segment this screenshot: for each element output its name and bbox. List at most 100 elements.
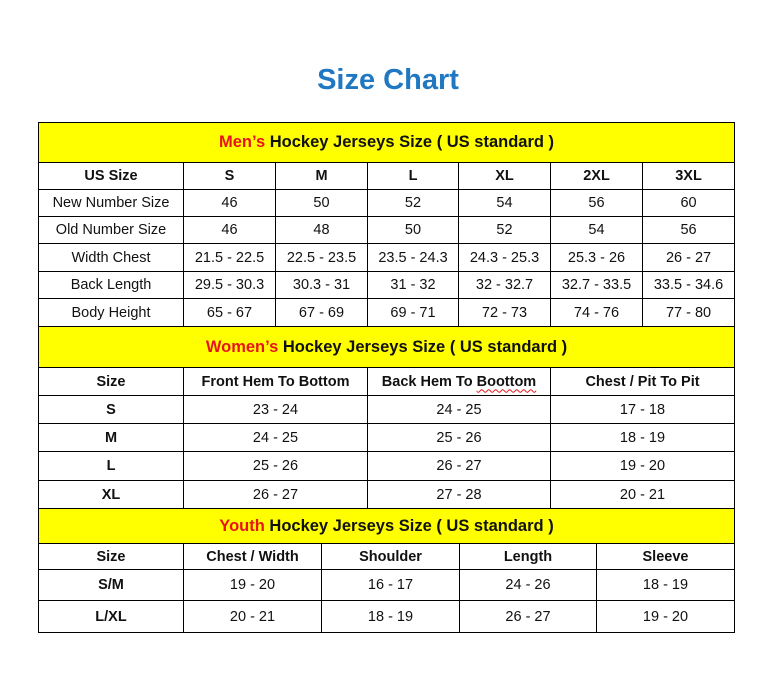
column-header: S xyxy=(183,162,276,190)
row-label: Body Height xyxy=(38,298,184,327)
banner-highlight: Youth xyxy=(219,516,265,535)
column-header: 3XL xyxy=(641,162,736,190)
table-cell: 20 - 21 xyxy=(549,480,736,509)
table-row: L/XL 20 - 21 18 - 19 26 - 27 19 - 20 xyxy=(38,600,736,633)
column-header-label: Back Hem To Boottom xyxy=(382,374,536,390)
table-cell: 26 - 27 xyxy=(367,451,551,481)
table-cell: 26 - 27 xyxy=(183,480,368,509)
column-header-label: Front Hem To Bottom xyxy=(201,373,350,390)
table-cell: 22.5 - 23.5 xyxy=(275,243,368,272)
column-header: L xyxy=(367,162,459,190)
table-cell: 50 xyxy=(367,216,459,244)
table-cell: 25.3 - 26 xyxy=(550,243,643,272)
column-header: Chest / Pit To Pit xyxy=(549,367,736,396)
column-header-label: Chest / Pit To Pit xyxy=(585,373,700,390)
table-cell: 18 - 19 xyxy=(595,569,736,601)
table-cell: 19 - 20 xyxy=(595,600,736,633)
table-row: L 25 - 26 26 - 27 19 - 20 xyxy=(38,451,736,481)
table-cell: 74 - 76 xyxy=(550,298,643,327)
table-cell: 54 xyxy=(458,189,551,217)
table-cell: 19 - 20 xyxy=(183,569,322,601)
womens-size-table: Women’s Hockey Jerseys Size ( US standar… xyxy=(37,326,736,509)
banner-text: Hockey Jerseys Size ( US standard ) xyxy=(264,516,554,535)
table-cell: 19 - 20 xyxy=(549,451,736,481)
row-label: XL xyxy=(38,480,184,509)
table-row: Back Length 29.5 - 30.3 30.3 - 31 31 - 32 32… xyxy=(38,271,736,299)
youth-banner: Youth Hockey Jerseys Size ( US standard … xyxy=(37,508,736,544)
table-row: S/M 19 - 20 16 - 17 24 - 26 18 - 19 xyxy=(38,569,736,601)
table-cell: 56 xyxy=(641,216,736,244)
youth-header-row: Size Chest / Width Shoulder Length Sleeve xyxy=(38,543,736,570)
mens-banner-row: Men’s Hockey Jerseys Size ( US standard … xyxy=(37,122,736,163)
column-header-label: Chest / Width xyxy=(206,548,299,565)
table-cell: 32 - 32.7 xyxy=(458,271,551,299)
table-cell: 21.5 - 22.5 xyxy=(183,243,276,272)
table-cell: 23.5 - 24.3 xyxy=(367,243,459,272)
header-text: Back Hem To xyxy=(381,373,477,390)
womens-header-row: Size Front Hem To Bottom Back Hem To Boott… xyxy=(38,367,736,396)
table-cell: 24 - 26 xyxy=(459,569,597,601)
column-header-label: US Size xyxy=(84,168,138,184)
misspelled-word: Boottom xyxy=(476,373,537,390)
column-header: 2XL xyxy=(550,162,643,190)
page-title: Size Chart xyxy=(317,64,459,96)
column-header-label: Size xyxy=(96,373,126,390)
table-cell: 23 - 24 xyxy=(183,395,368,424)
column-header: US Size xyxy=(38,162,184,190)
row-label: M xyxy=(38,423,184,452)
column-header-label: Size xyxy=(96,548,126,565)
table-row: M 24 - 25 25 - 26 18 - 19 xyxy=(38,423,736,452)
table-cell: 67 - 69 xyxy=(275,298,368,327)
table-cell: 26 - 27 xyxy=(459,600,597,633)
table-cell: 65 - 67 xyxy=(183,298,276,327)
row-label: Old Number Size xyxy=(38,216,184,244)
column-header: M xyxy=(275,162,368,190)
table-cell: 31 - 32 xyxy=(367,271,459,299)
row-label: S/M xyxy=(38,569,184,601)
table-cell: 26 - 27 xyxy=(641,243,736,272)
table-cell: 46 xyxy=(183,216,276,244)
mens-size-table: Men’s Hockey Jerseys Size ( US standard … xyxy=(37,122,736,327)
column-header-label: XL xyxy=(495,168,514,184)
table-cell: 25 - 26 xyxy=(367,423,551,452)
table-cell: 24.3 - 25.3 xyxy=(458,243,551,272)
column-header-label: M xyxy=(315,168,328,184)
table-cell: 77 - 80 xyxy=(641,298,736,327)
column-header-label: S xyxy=(224,168,235,184)
column-header-label: 3XL xyxy=(675,168,702,184)
row-label: New Number Size xyxy=(38,189,184,217)
column-header: Length xyxy=(459,543,597,570)
table-cell: 25 - 26 xyxy=(183,451,368,481)
column-header: Size xyxy=(38,543,184,570)
column-header: Back Hem To Boottom xyxy=(367,367,551,396)
column-header: Sleeve xyxy=(595,543,736,570)
youth-size-table: Youth Hockey Jerseys Size ( US standard … xyxy=(37,508,736,633)
table-cell: 52 xyxy=(367,189,459,217)
column-header: Chest / Width xyxy=(183,543,322,570)
youth-banner-row: Youth Hockey Jerseys Size ( US standard … xyxy=(37,508,736,544)
table-cell: 50 xyxy=(275,189,368,217)
column-header: Front Hem To Bottom xyxy=(183,367,368,396)
column-header-label: 2XL xyxy=(583,168,610,184)
table-row: Old Number Size 46 48 50 52 54 56 xyxy=(38,216,736,244)
column-header: XL xyxy=(458,162,551,190)
column-header-label: Length xyxy=(503,548,553,565)
table-cell: 52 xyxy=(458,216,551,244)
row-label: Back Length xyxy=(38,271,184,299)
column-header-label: Sleeve xyxy=(642,548,689,565)
mens-banner: Men’s Hockey Jerseys Size ( US standard … xyxy=(37,122,736,163)
table-cell: 29.5 - 30.3 xyxy=(183,271,276,299)
table-cell: 48 xyxy=(275,216,368,244)
row-label: L/XL xyxy=(38,600,184,633)
table-cell: 32.7 - 33.5 xyxy=(550,271,643,299)
column-header-label: Shoulder xyxy=(359,548,422,565)
table-row: XL 26 - 27 27 - 28 20 - 21 xyxy=(38,480,736,509)
table-cell: 56 xyxy=(550,189,643,217)
table-cell: 54 xyxy=(550,216,643,244)
row-label: L xyxy=(38,451,184,481)
table-cell: 17 - 18 xyxy=(549,395,736,424)
table-row: Width Chest 21.5 - 22.5 22.5 - 23.5 23.5 - … xyxy=(38,243,736,272)
banner-highlight: Women’s xyxy=(205,337,279,356)
column-header: Shoulder xyxy=(321,543,460,570)
table-cell: 46 xyxy=(183,189,276,217)
